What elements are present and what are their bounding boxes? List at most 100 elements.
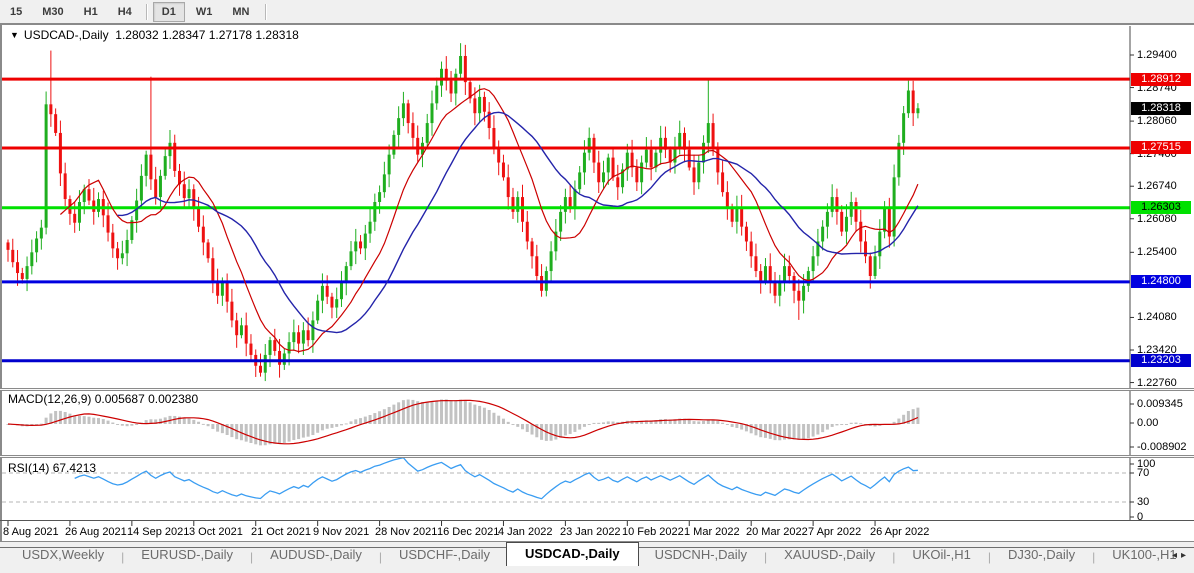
macd-histogram-bar [58, 410, 62, 424]
tab-dj30-daily[interactable]: DJ30-,Daily [1007, 547, 1076, 562]
macd-histogram-bar [511, 424, 515, 426]
candle-body [230, 301, 234, 321]
candle-body [778, 280, 782, 296]
macd-histogram-bar [268, 424, 272, 445]
macd-histogram-bar [816, 424, 820, 435]
timeframe-button-mn[interactable]: MN [232, 5, 250, 18]
timeframe-button-w1[interactable]: W1 [195, 5, 213, 18]
candle-body [359, 241, 363, 249]
macd-histogram-bar [573, 424, 577, 432]
candle-body [378, 192, 382, 203]
tab-audusd-daily[interactable]: AUDUSD-,Daily [270, 547, 362, 562]
macd-histogram-bar [711, 419, 715, 424]
macd-histogram-bar [778, 424, 782, 441]
macd-histogram-bar [602, 422, 605, 424]
candle-body [716, 147, 720, 173]
macd-histogram-bar [430, 401, 434, 424]
macd-histogram-bar [735, 424, 739, 428]
macd-histogram-bar [568, 424, 572, 434]
macd-histogram-bar [339, 424, 343, 426]
tab-scroll-left-icon[interactable]: ◂ [1171, 550, 1181, 561]
macd-indicator-name: MACD(12,26,9) [8, 392, 92, 406]
candle-body [16, 262, 20, 274]
candle-body [30, 252, 34, 267]
timeframe-button-m30[interactable]: M30 [42, 5, 64, 18]
rsi-axis-label: 100 [1137, 458, 1156, 470]
candle-body [759, 271, 763, 281]
tab-ukoil-h1[interactable]: UKOil-,H1 [912, 547, 971, 562]
candle-body [20, 273, 24, 279]
candle-body [878, 231, 882, 257]
chevron-down-icon[interactable]: ▼ [10, 30, 19, 40]
candle-body [797, 290, 801, 301]
tab-usdcnh-daily[interactable]: USDCNH-,Daily [654, 547, 748, 562]
date-axis-label: 14 Sep 2021 [127, 526, 190, 538]
candle-body [335, 299, 339, 308]
candle-body [397, 118, 401, 135]
toolbar-separator [145, 3, 148, 20]
macd-histogram-bar [101, 419, 105, 424]
candle-body [459, 55, 463, 74]
candle-body [368, 221, 372, 234]
macd-histogram-bar [616, 422, 620, 424]
date-axis-label: 7 Apr 2022 [808, 526, 862, 538]
tab-usdchf-daily[interactable]: USDCHF-,Daily [398, 547, 490, 562]
macd-histogram-bar [68, 413, 72, 424]
macd-histogram-bar [335, 424, 339, 427]
macd-histogram-bar [149, 419, 153, 424]
macd-histogram-bar [821, 424, 825, 433]
rsi-splitter[interactable] [0, 455, 1194, 458]
tab-scroll-right-icon[interactable]: ▸ [1180, 550, 1190, 561]
candle-body [859, 221, 863, 242]
price-axis-label: 1.23420 [1137, 344, 1177, 356]
tab-usdcad-daily[interactable]: USDCAD-,Daily [505, 542, 639, 566]
candle-body [721, 172, 725, 193]
tab-divider: | [378, 549, 382, 564]
macd-histogram-bar [911, 409, 915, 424]
candle-body [6, 242, 10, 250]
date-axis-label: 9 Nov 2021 [313, 526, 370, 538]
candle-body [49, 104, 53, 115]
candle-body [592, 137, 596, 163]
price-level-badge: 1.23203 [1131, 354, 1191, 367]
macd-histogram-bar [754, 424, 758, 436]
tab-uk100-h1[interactable]: UK100-,H1 [1112, 547, 1177, 562]
macd-histogram-bar [663, 419, 667, 424]
macd-signal-line [7, 399, 919, 445]
timeframe-button-15[interactable]: 15 [10, 5, 23, 18]
date-axis-line [0, 520, 1194, 521]
macd-histogram-bar [349, 421, 353, 424]
macd-histogram-bar [297, 424, 301, 440]
date-axis-label: 26 Aug 2021 [65, 526, 127, 538]
macd-histogram-bar [425, 402, 429, 424]
timeframe-button-h4[interactable]: H4 [117, 5, 132, 18]
macd-histogram-bar [373, 413, 377, 424]
tab-usdx-weekly[interactable]: USDX,Weekly [22, 547, 105, 562]
macd-histogram-bar [797, 424, 801, 440]
macd-histogram-bar [668, 419, 672, 424]
candle-body [416, 137, 420, 155]
candle-body [821, 226, 825, 242]
macd-histogram-bar [301, 424, 305, 438]
macd-histogram-bar [282, 424, 286, 443]
macd-histogram-bar [368, 414, 372, 424]
tab-eurusd-daily[interactable]: EURUSD-,Daily [141, 547, 233, 562]
tab-xauusd-daily[interactable]: XAUUSD-,Daily [784, 547, 876, 562]
candle-body [82, 189, 86, 203]
macd-histogram-bar [773, 424, 777, 441]
candle-body [468, 82, 472, 99]
candle-body [406, 103, 410, 124]
timeframe-button-d1[interactable]: D1 [152, 1, 185, 22]
macd-histogram-bar [716, 420, 720, 424]
candle-body [578, 172, 582, 190]
macd-splitter[interactable] [0, 388, 1194, 391]
rsi-axis-label: 30 [1137, 496, 1150, 508]
timeframe-button-h1[interactable]: H1 [83, 5, 98, 18]
candle-body [911, 90, 915, 114]
macd-histogram-bar [644, 420, 648, 424]
macd-axis-label: -0.008902 [1137, 441, 1187, 453]
candle-body [478, 96, 482, 114]
rsi-axis-label: 0 [1137, 511, 1144, 523]
